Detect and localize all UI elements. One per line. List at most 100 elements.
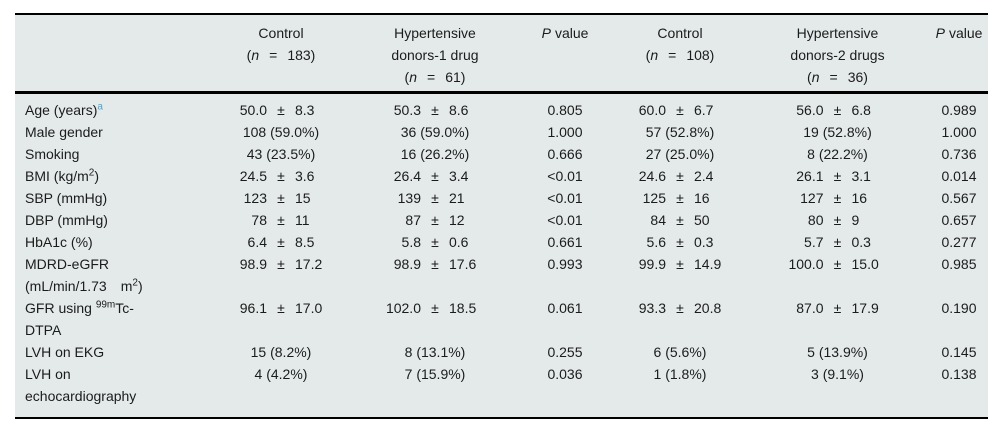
cell-smoking-p2: 0.736 <box>941 146 977 162</box>
header-group-n: (n = 36) <box>807 69 868 85</box>
header-group-title-2: donors-1 drug <box>391 47 479 63</box>
cell-mdrd-hyp1: 98.9 ±17.6 <box>355 253 515 297</box>
row-label-male-gender: Male gender <box>25 124 103 140</box>
cell-mdrd-control1: 98.9 ±17.2 <box>207 253 355 297</box>
cell-age-hyp1: 50.3 ±8.6 <box>355 93 515 122</box>
cell-lvhecho-p1: 0.036 <box>547 366 583 382</box>
cell-bmi-p1: <0.01 <box>547 168 583 184</box>
cell-bmi-hyp1: 26.4 ±3.4 <box>355 165 515 187</box>
plus-minus: ± <box>431 300 439 316</box>
cell-gfr-control1: 96.1 ±17.0 <box>207 297 355 341</box>
plus-minus: ± <box>431 102 439 118</box>
cell-lvhecho-control2: 1 (1.8%) <box>653 366 707 382</box>
cell-lvhecho-control1: 4 (4.2%) <box>254 366 308 382</box>
cell-hba1c-hyp2: 5.7 ±0.3 <box>745 231 930 253</box>
n-symbol: n <box>811 69 820 85</box>
cell-lvhecho-hyp2: 3 (9.1%) <box>811 366 864 382</box>
plus-minus: ± <box>277 212 285 228</box>
cell-hba1c-p2: 0.277 <box>941 234 977 250</box>
plus-minus: ± <box>431 190 439 206</box>
plus-minus: ± <box>277 190 285 206</box>
plus-minus: ± <box>676 212 684 228</box>
header-group-title: Control <box>258 25 304 41</box>
cell-mdrd-p1: 0.993 <box>547 256 583 272</box>
comparison-table: Control (n = 183) Hypertensive donors-1 dr… <box>15 13 988 419</box>
cell-mdrd-hyp2: 100.0 ±15.0 <box>745 253 930 297</box>
cell-gender-hyp1: 36 (59.0%) <box>400 124 470 140</box>
header-group-n: (n = 183) <box>246 47 316 63</box>
cell-age-control1: 50.0 ±8.3 <box>207 93 355 122</box>
plus-minus: ± <box>833 190 842 206</box>
plus-minus: ± <box>833 256 842 272</box>
table-row-bmi: BMI (kg/m2) 24.5 ±3.6 26.4 ±3.4 <0.01 24.6… <box>15 165 988 187</box>
row-label-gfr-dtpa: GFR using 99mTc- DTPA <box>25 299 134 338</box>
plus-minus: ± <box>277 168 285 184</box>
cell-bmi-control2: 24.6 ±2.4 <box>615 165 745 187</box>
table-row-lvh-echo: LVH on echocardiography 4 (4.2%) 7 (15.9… <box>15 363 988 418</box>
cell-sbp-control2: 125 ±16 <box>615 187 745 209</box>
header-group-title-2: donors-2 drugs <box>790 47 885 63</box>
cell-age-p2: 0.989 <box>941 102 977 118</box>
cell-hba1c-hyp1: 5.8 ±0.6 <box>355 231 515 253</box>
cell-hba1c-control2: 5.6 ±0.3 <box>615 231 745 253</box>
cell-dbp-hyp1: 87 ±12 <box>355 209 515 231</box>
cell-sbp-hyp2: 127 ±16 <box>745 187 930 209</box>
superscript-99m: 99m <box>95 299 116 311</box>
cell-gfr-hyp1: 102.0 ±18.5 <box>355 297 515 341</box>
plus-minus: ± <box>676 234 684 250</box>
cell-dbp-p2: 0.657 <box>941 212 977 228</box>
cell-gender-p1: 1.000 <box>547 124 583 140</box>
table-row-smoking: Smoking 43 (23.5%) 16 (26.2%) 0.666 27 (… <box>15 143 988 165</box>
header-group-n: (n = 108) <box>645 47 715 63</box>
cell-smoking-control1: 43 (23.5%) <box>246 146 316 162</box>
header-group-title: Hypertensive <box>796 25 879 41</box>
plus-minus: ± <box>833 300 842 316</box>
cell-mdrd-control2: 99.9 ±14.9 <box>615 253 745 297</box>
cell-age-control2: 60.0 ±6.7 <box>615 93 745 122</box>
plus-minus: ± <box>277 102 285 118</box>
row-label-lvh-echo: LVH on echocardiography <box>25 366 137 404</box>
cell-lvhekg-p1: 0.255 <box>547 344 583 360</box>
cell-hba1c-control1: 6.4 ±8.5 <box>207 231 355 253</box>
row-label-age: Age (years)a <box>25 101 103 118</box>
plus-minus: ± <box>277 256 285 272</box>
cell-gfr-control2: 93.3 ±20.8 <box>615 297 745 341</box>
table-body: Age (years)a 50.0 ±8.3 50.3 ±8.6 0.805 60.… <box>15 93 988 419</box>
row-label-hba1c: HbA1c (%) <box>25 234 93 250</box>
plus-minus: ± <box>676 168 684 184</box>
table-row-lvh-ekg: LVH on EKG 15 (8.2%) 8 (13.1%) 0.255 6 (… <box>15 341 988 363</box>
table-row-dbp: DBP (mmHg) 78 ±11 87 ±12 <0.01 84 ±50 80 ±9 … <box>15 209 988 231</box>
cell-gfr-hyp2: 87.0 ±17.9 <box>745 297 930 341</box>
table-header: Control (n = 183) Hypertensive donors-1 dr… <box>15 14 988 94</box>
plus-minus: ± <box>833 102 842 118</box>
plus-minus: ± <box>833 212 842 228</box>
table-row-hba1c: HbA1c (%) 6.4 ±8.5 5.8 ±0.6 0.661 5.6 ±0.3 … <box>15 231 988 253</box>
p-symbol: P <box>541 25 551 41</box>
header-row: Control (n = 183) Hypertensive donors-1 dr… <box>15 14 988 94</box>
cell-gender-p2: 1.000 <box>941 124 977 140</box>
cell-lvhekg-control2: 6 (5.6%) <box>653 344 707 360</box>
cell-smoking-p1: 0.666 <box>547 146 583 162</box>
cell-sbp-p2: 0.567 <box>941 190 977 206</box>
cell-gender-control1: 108 (59.0%) <box>242 124 320 140</box>
cell-dbp-control2: 84 ±50 <box>615 209 745 231</box>
cell-lvhekg-p2: 0.145 <box>941 344 977 360</box>
cell-age-hyp2: 56.0 ±6.8 <box>745 93 930 122</box>
table-row-age: Age (years)a 50.0 ±8.3 50.3 ±8.6 0.805 60.… <box>15 93 988 122</box>
cell-gfr-p2: 0.190 <box>941 300 977 316</box>
cell-sbp-control1: 123 ±15 <box>207 187 355 209</box>
cell-bmi-control1: 24.5 ±3.6 <box>207 165 355 187</box>
table-row-gfr-dtpa: GFR using 99mTc- DTPA 96.1 ±17.0 102.0 ±18… <box>15 297 988 341</box>
plus-minus: ± <box>431 212 439 228</box>
row-label-sbp: SBP (mmHg) <box>25 190 108 206</box>
header-group-n: (n = 61) <box>404 69 466 85</box>
row-label-dbp: DBP (mmHg) <box>25 212 108 228</box>
plus-minus: ± <box>431 168 439 184</box>
header-hypertensive-1drug: Hypertensive donors-1 drug (n = 61) <box>355 14 515 94</box>
header-row-label-spacer <box>15 14 207 94</box>
plus-minus: ± <box>431 234 439 250</box>
plus-minus: ± <box>277 234 285 250</box>
